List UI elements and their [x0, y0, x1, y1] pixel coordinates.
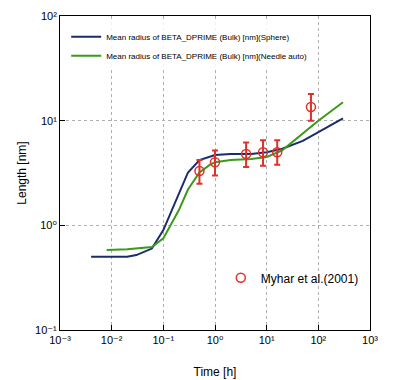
svg-text:Mean radius of BETA_DPRIME (Bu: Mean radius of BETA_DPRIME (Bulk) [nm](N…: [106, 52, 307, 61]
svg-text:10³: 10³: [362, 334, 378, 346]
svg-text:Time [h]: Time [h]: [194, 365, 237, 379]
svg-text:10⁻¹: 10⁻¹: [152, 334, 174, 346]
svg-text:10⁰: 10⁰: [207, 334, 224, 346]
svg-text:10⁰: 10⁰: [40, 219, 57, 231]
svg-text:10¹: 10¹: [41, 115, 57, 127]
svg-text:10²: 10²: [310, 334, 326, 346]
svg-text:10⁻¹: 10⁻¹: [35, 324, 57, 336]
svg-text:Length [nm]: Length [nm]: [15, 141, 29, 204]
svg-text:10¹: 10¹: [259, 334, 275, 346]
svg-text:10²: 10²: [41, 10, 57, 22]
svg-text:10⁻³: 10⁻³: [49, 334, 71, 346]
svg-text:Myhar et al.(2001): Myhar et al.(2001): [261, 272, 358, 286]
svg-text:10⁻²: 10⁻²: [101, 334, 123, 346]
svg-text:Mean radius of BETA_DPRIME (Bu: Mean radius of BETA_DPRIME (Bulk) [nm](S…: [106, 33, 289, 42]
